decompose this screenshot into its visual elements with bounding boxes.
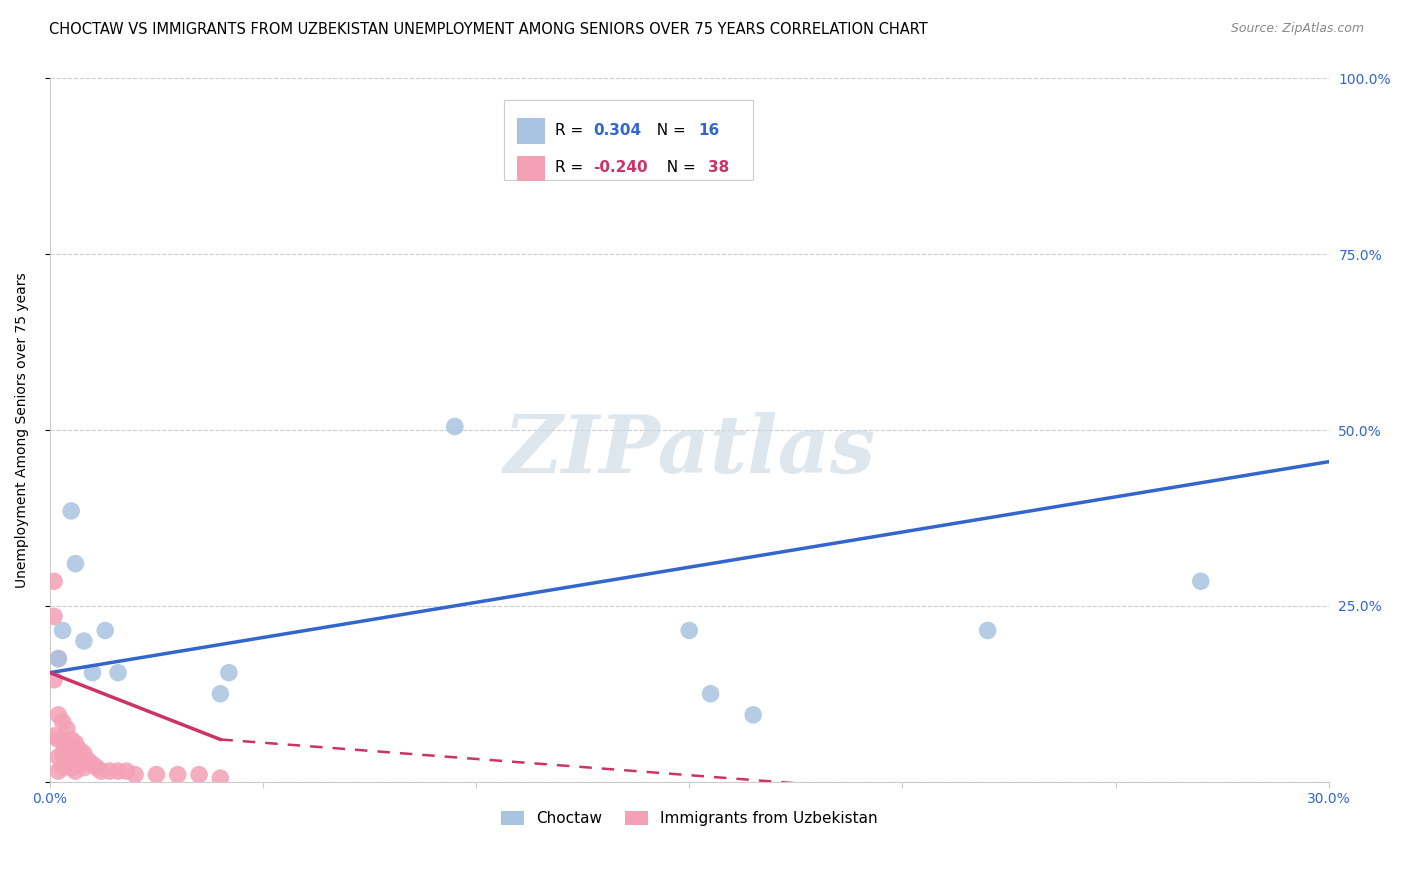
Point bbox=[166, 767, 188, 781]
Point bbox=[48, 764, 70, 778]
Point bbox=[48, 707, 70, 722]
Point bbox=[65, 750, 87, 764]
Point bbox=[742, 707, 765, 722]
Point bbox=[443, 419, 465, 434]
Point bbox=[976, 624, 998, 638]
Text: N =: N = bbox=[657, 160, 702, 175]
Text: R =: R = bbox=[555, 122, 588, 137]
Point bbox=[48, 651, 70, 665]
Legend: Choctaw, Immigrants from Uzbekistan: Choctaw, Immigrants from Uzbekistan bbox=[494, 804, 886, 834]
Point bbox=[65, 764, 87, 778]
Point bbox=[52, 624, 75, 638]
Point bbox=[52, 761, 75, 775]
Point bbox=[218, 665, 240, 680]
FancyBboxPatch shape bbox=[516, 155, 544, 181]
Point bbox=[98, 764, 121, 778]
Point bbox=[69, 757, 91, 772]
Point bbox=[77, 754, 100, 768]
Point bbox=[48, 651, 70, 665]
Point bbox=[56, 739, 79, 754]
Point bbox=[60, 761, 83, 775]
Point bbox=[56, 757, 79, 772]
Text: N =: N = bbox=[647, 122, 690, 137]
Point bbox=[60, 504, 83, 518]
Point bbox=[42, 609, 65, 624]
Point bbox=[678, 624, 700, 638]
Point bbox=[65, 736, 87, 750]
Point bbox=[42, 673, 65, 687]
Point bbox=[82, 757, 104, 772]
Point bbox=[73, 761, 96, 775]
Text: 38: 38 bbox=[709, 160, 730, 175]
Text: -0.240: -0.240 bbox=[593, 160, 648, 175]
Text: ZIPatlas: ZIPatlas bbox=[503, 412, 876, 490]
Point bbox=[48, 732, 70, 747]
Point bbox=[73, 747, 96, 761]
Point bbox=[69, 743, 91, 757]
Point bbox=[65, 557, 87, 571]
Point bbox=[209, 687, 232, 701]
Text: CHOCTAW VS IMMIGRANTS FROM UZBEKISTAN UNEMPLOYMENT AMONG SENIORS OVER 75 YEARS C: CHOCTAW VS IMMIGRANTS FROM UZBEKISTAN UN… bbox=[49, 22, 928, 37]
Text: Source: ZipAtlas.com: Source: ZipAtlas.com bbox=[1230, 22, 1364, 36]
Point bbox=[42, 729, 65, 743]
Point bbox=[52, 732, 75, 747]
Point bbox=[56, 722, 79, 736]
Point bbox=[90, 764, 112, 778]
Point bbox=[699, 687, 721, 701]
Point bbox=[60, 747, 83, 761]
Point bbox=[86, 761, 108, 775]
Point bbox=[42, 574, 65, 589]
Text: R =: R = bbox=[555, 160, 588, 175]
FancyBboxPatch shape bbox=[503, 100, 754, 180]
Point bbox=[73, 634, 96, 648]
Point bbox=[145, 767, 167, 781]
Point bbox=[115, 764, 138, 778]
Point bbox=[107, 764, 129, 778]
Point bbox=[1189, 574, 1212, 589]
Point bbox=[60, 732, 83, 747]
Point bbox=[82, 665, 104, 680]
Point bbox=[188, 767, 211, 781]
Text: 16: 16 bbox=[699, 122, 720, 137]
Point bbox=[52, 714, 75, 729]
Point bbox=[107, 665, 129, 680]
FancyBboxPatch shape bbox=[516, 119, 544, 144]
Point bbox=[48, 750, 70, 764]
Point bbox=[209, 771, 232, 785]
Text: 0.304: 0.304 bbox=[593, 122, 641, 137]
Point bbox=[52, 747, 75, 761]
Point bbox=[94, 624, 117, 638]
Y-axis label: Unemployment Among Seniors over 75 years: Unemployment Among Seniors over 75 years bbox=[15, 272, 30, 588]
Point bbox=[124, 767, 146, 781]
